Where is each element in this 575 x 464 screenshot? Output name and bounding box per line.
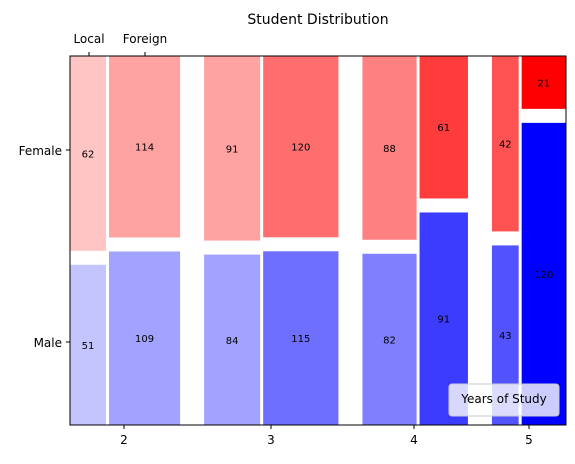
x-tick-label-5: 5 (525, 433, 533, 447)
y-tick-label-male: Male (34, 336, 62, 350)
cell-value-label: 84 (226, 336, 239, 347)
x-tick-label-3: 3 (267, 433, 275, 447)
plot-frame (69, 55, 567, 426)
top-tick-label-foreign: Foreign (123, 32, 167, 46)
cell-value-label: 120 (291, 143, 310, 154)
mosaic-cell-female (109, 56, 181, 238)
x-tick-label-4: 4 (410, 433, 418, 447)
mosaic-cell-male (70, 264, 107, 425)
cell-value-label: 91 (437, 315, 450, 326)
mosaic-cell-female (491, 56, 519, 232)
x-tick-label-2: 2 (120, 433, 128, 447)
cell-value-label: 88 (383, 144, 396, 155)
cell-value-label: 91 (226, 144, 239, 155)
mosaic-cell-female (521, 56, 566, 109)
cell-value-label: 109 (135, 334, 154, 345)
mosaic-cell-female (263, 56, 339, 238)
mosaic-cell-female (70, 56, 107, 251)
cell-value-label: 61 (437, 123, 450, 134)
mosaic-cell-male (204, 254, 261, 425)
mosaic-cells: 62 51 114 109 91 84 120 115 88 82 61 91 42 43 21 120 (70, 56, 566, 425)
mosaic-cell-male (521, 122, 566, 425)
legend-box (448, 383, 560, 417)
mosaic-cell-female (362, 56, 417, 240)
y-tick-label-female: Female (19, 144, 62, 158)
legend: Years of Study (448, 383, 560, 417)
top-axis: Local Foreign (73, 32, 167, 56)
cell-value-label: 62 (82, 149, 95, 160)
mosaic-cell-male (362, 253, 417, 425)
cell-value-label: 21 (537, 78, 550, 89)
cell-value-label: 114 (135, 143, 154, 154)
cell-value-label: 115 (291, 334, 310, 345)
chart-title: Student Distribution (247, 12, 388, 28)
cell-value-label: 51 (82, 341, 95, 352)
mosaic-cell-female (419, 56, 468, 199)
cell-value-label: 82 (383, 335, 396, 346)
cell-value-label: 43 (499, 331, 512, 342)
top-tick-label-local: Local (73, 32, 104, 46)
x-axis: 2 3 4 5 (120, 425, 533, 447)
mosaic-cell-female (204, 56, 261, 241)
mosaic-cell-male (109, 251, 181, 425)
cell-value-label: 42 (499, 140, 512, 151)
legend-title: Years of Study (460, 392, 547, 406)
mosaic-cell-male (263, 251, 339, 425)
y-axis: Female Male (19, 144, 70, 350)
cell-value-label: 120 (534, 270, 553, 281)
